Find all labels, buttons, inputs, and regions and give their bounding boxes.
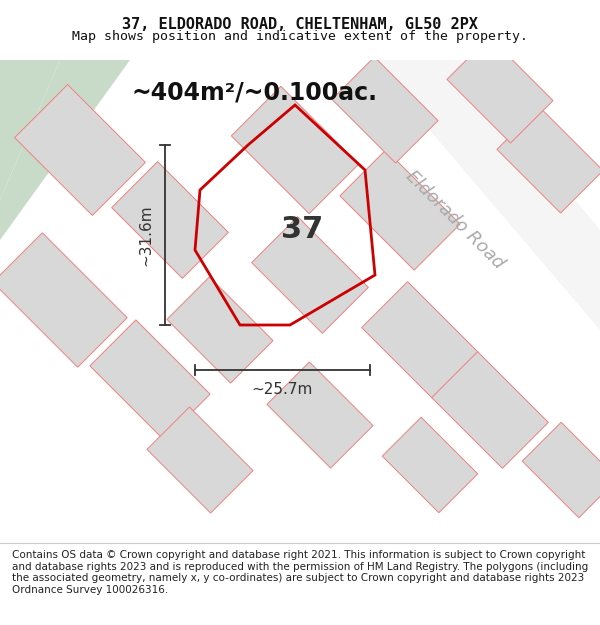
Polygon shape bbox=[90, 320, 210, 440]
Text: ~31.6m: ~31.6m bbox=[138, 204, 153, 266]
Polygon shape bbox=[251, 217, 368, 333]
Polygon shape bbox=[340, 150, 460, 270]
Polygon shape bbox=[0, 60, 60, 200]
Polygon shape bbox=[382, 418, 478, 512]
Polygon shape bbox=[147, 407, 253, 513]
Polygon shape bbox=[497, 107, 600, 213]
Polygon shape bbox=[0, 60, 130, 240]
Text: Map shows position and indicative extent of the property.: Map shows position and indicative extent… bbox=[72, 30, 528, 43]
Polygon shape bbox=[112, 162, 229, 278]
Text: Eldorado Road: Eldorado Road bbox=[402, 168, 508, 272]
Text: 37, ELDORADO ROAD, CHELTENHAM, GL50 2PX: 37, ELDORADO ROAD, CHELTENHAM, GL50 2PX bbox=[122, 17, 478, 32]
Polygon shape bbox=[431, 352, 548, 468]
Polygon shape bbox=[232, 86, 359, 214]
Polygon shape bbox=[447, 37, 553, 143]
Polygon shape bbox=[0, 233, 127, 367]
Polygon shape bbox=[362, 282, 478, 398]
Text: ~404m²/~0.100ac.: ~404m²/~0.100ac. bbox=[132, 81, 378, 105]
Text: Contains OS data © Crown copyright and database right 2021. This information is : Contains OS data © Crown copyright and d… bbox=[12, 550, 588, 595]
Polygon shape bbox=[522, 422, 600, 518]
Polygon shape bbox=[267, 362, 373, 468]
Polygon shape bbox=[167, 277, 273, 383]
Text: ~25.7m: ~25.7m bbox=[252, 382, 313, 397]
Polygon shape bbox=[370, 60, 600, 330]
Polygon shape bbox=[14, 84, 145, 216]
Polygon shape bbox=[332, 57, 438, 163]
Text: 37: 37 bbox=[281, 216, 323, 244]
